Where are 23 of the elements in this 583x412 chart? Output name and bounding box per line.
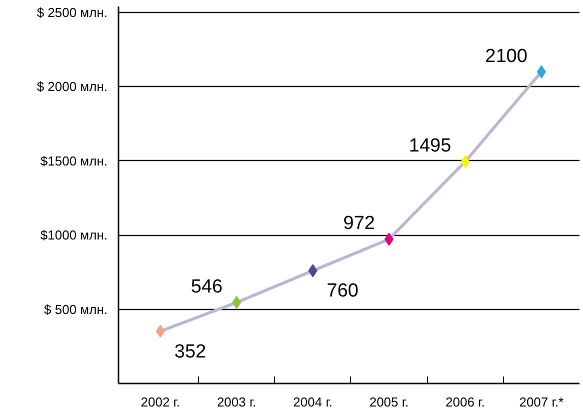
x-tick-label: 2005 г. <box>369 394 409 410</box>
point <box>460 155 470 168</box>
x-tick-label: 2007 г.* <box>519 394 564 410</box>
y-tick-label: $ 2500 млн. <box>36 4 108 20</box>
y-tick-label: $1500 млн. <box>40 153 108 168</box>
data-label: 546 <box>190 276 223 298</box>
y-tick-label: $1000 млн. <box>40 228 108 243</box>
point <box>232 296 242 309</box>
data-label: 352 <box>174 341 206 362</box>
data-label: 1495 <box>408 136 452 157</box>
x-tick-label: 2006 г. <box>446 394 485 410</box>
point <box>156 324 165 338</box>
data-label: 972 <box>343 213 376 234</box>
data-label: 760 <box>326 280 359 302</box>
point <box>536 65 546 78</box>
x-tick-label: 2004 г. <box>293 394 332 410</box>
x-tick-label: 2003 г. <box>216 394 256 410</box>
y-tick-label: $ 2000 млн. <box>36 79 108 94</box>
x-tick-label: 2002 г. <box>140 394 180 410</box>
data-label: 2100 <box>485 46 528 67</box>
point <box>384 232 394 246</box>
point <box>308 264 318 278</box>
y-tick-label: $ 500 млн. <box>44 302 108 317</box>
